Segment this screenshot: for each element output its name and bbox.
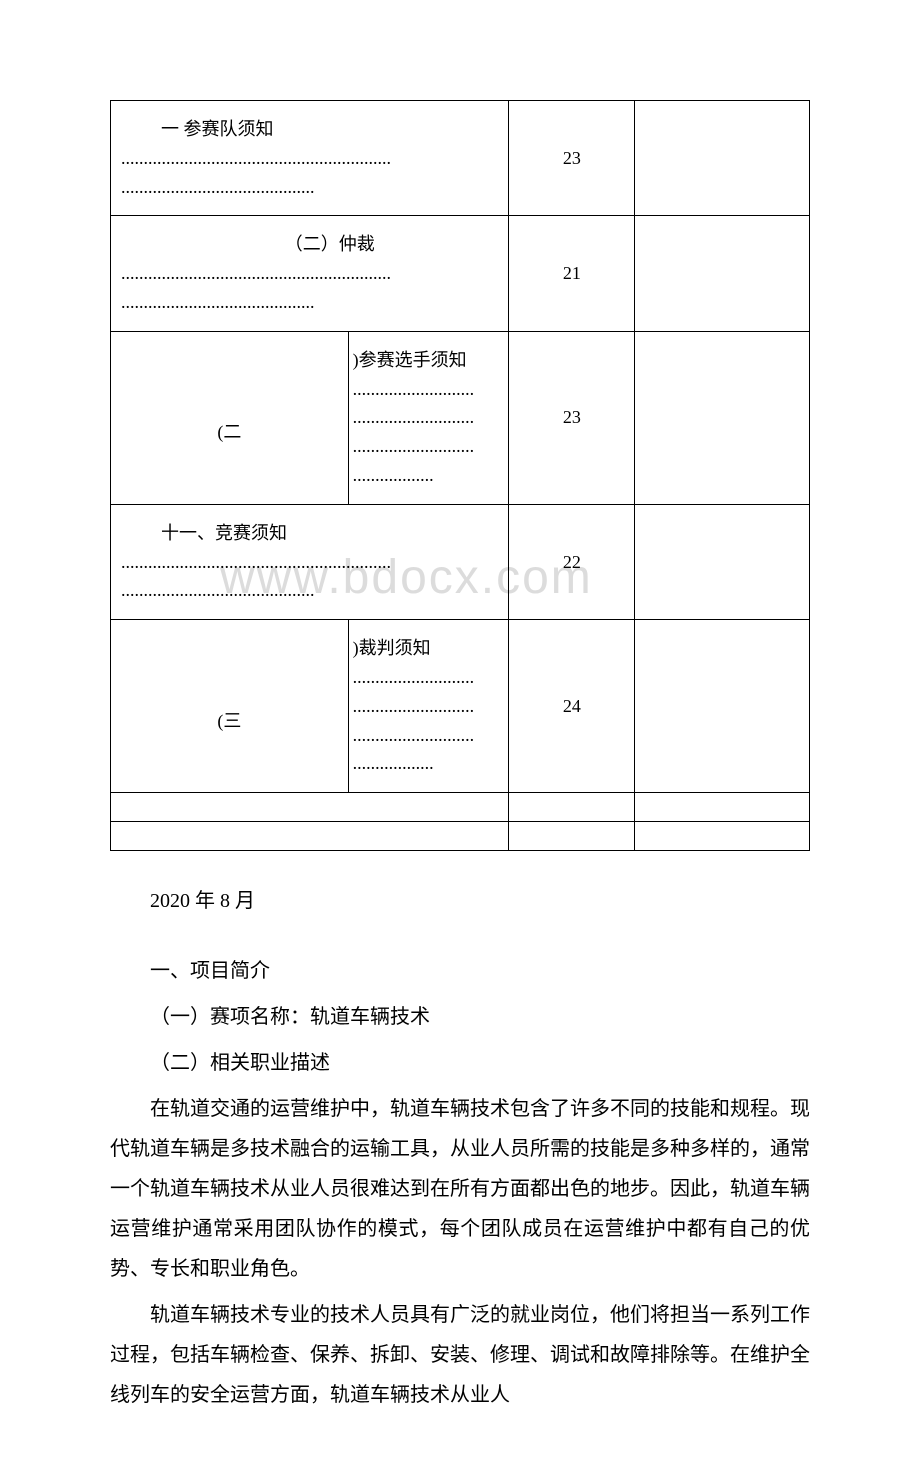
toc-label: 一 参赛队须知	[161, 119, 274, 139]
toc-empty-cell	[509, 793, 635, 822]
toc-dots: ...........................	[353, 432, 499, 461]
toc-dots: ...........................	[353, 692, 499, 721]
toc-row: (二 )参赛选手须知 ........................... .…	[111, 331, 810, 504]
toc-dots: ........................................…	[121, 548, 498, 577]
toc-label: (三	[217, 711, 241, 731]
toc-label: 十一、竞赛须知	[161, 523, 287, 543]
toc-page-cell: 24	[509, 620, 635, 793]
toc-label: (二	[217, 422, 241, 442]
toc-empty-cell	[635, 504, 810, 619]
toc-row: (三 )裁判须知 ........................... ...…	[111, 620, 810, 793]
toc-row: 十一、竞赛须知 ................................…	[111, 504, 810, 619]
section-subheading: （二）相关职业描述	[110, 1043, 810, 1083]
toc-dots: ...........................	[353, 721, 499, 750]
toc-table: 一 参赛队须知 ................................…	[110, 100, 810, 851]
toc-label-cell: (二	[111, 331, 349, 504]
toc-label: （二）仲裁	[285, 234, 375, 254]
toc-empty-row	[111, 793, 810, 822]
toc-empty-cell	[635, 216, 810, 331]
toc-dots: ........................................…	[121, 173, 498, 202]
toc-sublabel: )裁判须知	[353, 634, 499, 663]
toc-dots: ...........................	[353, 403, 499, 432]
toc-label-cell: (三	[111, 620, 349, 793]
toc-dots: ........................................…	[121, 144, 498, 173]
toc-dots: ...........................	[353, 375, 499, 404]
toc-page-cell: 23	[509, 101, 635, 216]
toc-sublabel: )参赛选手须知	[353, 346, 499, 375]
toc-sublabel-cell: )参赛选手须知 ........................... ....…	[348, 331, 509, 504]
toc-dots: ........................................…	[121, 288, 498, 317]
toc-label-cell: （二）仲裁 ..................................…	[111, 216, 509, 331]
toc-dots: ..................	[353, 461, 499, 490]
toc-page: 24	[563, 696, 581, 716]
toc-sublabel-cell: )裁判须知 ........................... ......…	[348, 620, 509, 793]
toc-dots: ........................................…	[121, 576, 498, 605]
section-subheading: （一）赛项名称：轨道车辆技术	[110, 997, 810, 1037]
toc-empty-cell	[111, 793, 509, 822]
toc-row: （二）仲裁 ..................................…	[111, 216, 810, 331]
toc-dots: ..................	[353, 749, 499, 778]
toc-page-cell: 22	[509, 504, 635, 619]
toc-page: 23	[563, 407, 581, 427]
toc-empty-cell	[635, 101, 810, 216]
toc-label-cell: 十一、竞赛须知 ................................…	[111, 504, 509, 619]
toc-empty-cell	[509, 822, 635, 851]
toc-page-cell: 23	[509, 331, 635, 504]
section-heading: 一、项目简介	[110, 951, 810, 991]
toc-page: 21	[563, 263, 581, 283]
toc-empty-cell	[635, 793, 810, 822]
toc-empty-cell	[635, 620, 810, 793]
toc-page: 23	[563, 148, 581, 168]
body-paragraph: 轨道车辆技术专业的技术人员具有广泛的就业岗位，他们将担当一系列工作过程，包括车辆…	[110, 1295, 810, 1415]
toc-dots: ...........................	[353, 663, 499, 692]
toc-empty-row	[111, 822, 810, 851]
toc-empty-cell	[111, 822, 509, 851]
toc-page-cell: 21	[509, 216, 635, 331]
page-container: www.bdocx.com 一 参赛队须知 ..................…	[0, 0, 920, 1481]
content-layer: 一 参赛队须知 ................................…	[110, 100, 810, 1415]
toc-label-cell: 一 参赛队须知 ................................…	[111, 101, 509, 216]
toc-dots: ........................................…	[121, 259, 498, 288]
toc-empty-cell	[635, 822, 810, 851]
toc-page: 22	[563, 552, 581, 572]
body-paragraph: 在轨道交通的运营维护中，轨道车辆技术包含了许多不同的技能和规程。现代轨道车辆是多…	[110, 1089, 810, 1289]
date-text: 2020 年 8 月	[110, 881, 810, 921]
toc-empty-cell	[635, 331, 810, 504]
toc-row: 一 参赛队须知 ................................…	[111, 101, 810, 216]
